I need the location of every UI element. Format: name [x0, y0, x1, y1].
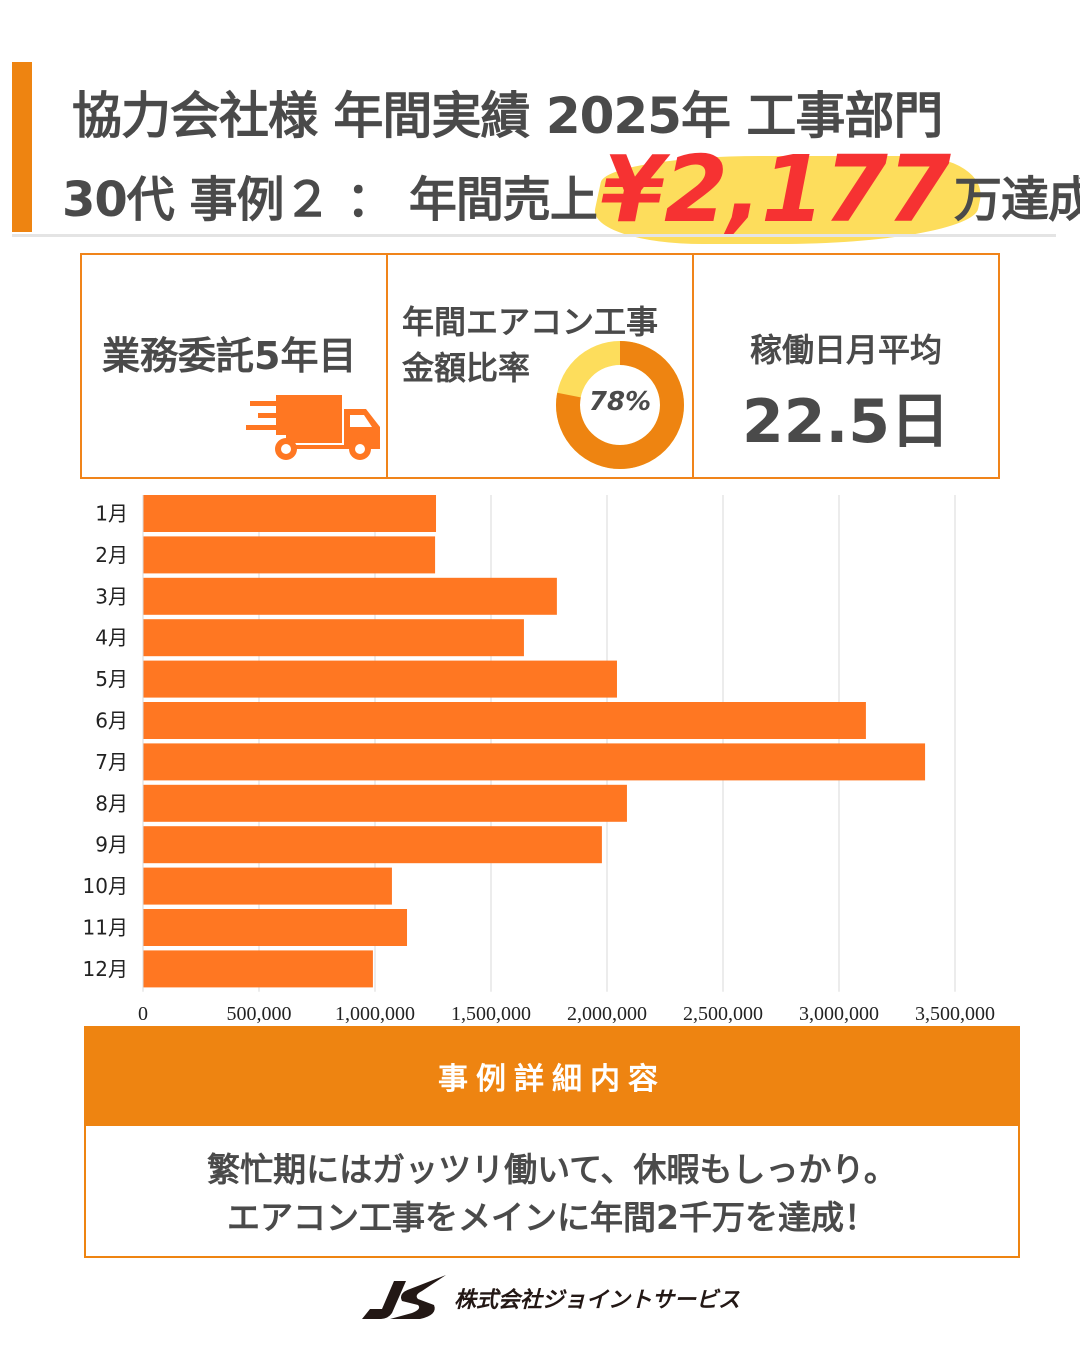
bar-5	[143, 660, 617, 698]
tenure-label: 業務委託5年目	[102, 334, 357, 378]
delivery-truck-icon	[246, 395, 380, 460]
company-name: 株式会社ジョイントサービス	[454, 1288, 741, 1313]
ratio-label-line2: 金額比率	[402, 349, 531, 387]
subtitle-suffix: 万達成	[953, 172, 1080, 228]
bar-2	[143, 536, 436, 574]
card-tenure: 業務委託5年目	[82, 255, 388, 477]
bar-9	[143, 826, 602, 864]
amount-text: ¥2,177	[600, 136, 951, 243]
bar-4	[143, 619, 524, 657]
bar-10	[143, 867, 392, 905]
detail-line2: エアコン工事をメインに年間2千万を達成！	[227, 1198, 877, 1237]
page-title: 協力会社様 年間実績 2025年 工事部門	[72, 87, 943, 145]
monthly-sales-chart: 0 500,000 1,000,000 1,500,000 2,000,000 2,500…	[83, 495, 995, 1025]
subtitle-prefix: 30代 事例２ ： 年間売上	[62, 172, 598, 228]
donut-value-arc	[556, 341, 684, 469]
y-tick-label: 1月	[95, 502, 128, 526]
bar-11	[143, 909, 408, 946]
bar-6	[143, 702, 866, 739]
detail-line1: 繁忙期にはガッツリ働いて、休暇もしっかり。	[207, 1150, 897, 1189]
bar-3	[143, 577, 557, 615]
x-tick-label: 2,000,000	[567, 1003, 647, 1025]
x-tick-label: 1,500,000	[451, 1003, 531, 1025]
card-ratio: 年間エアコン工事 金額比率 78%	[388, 255, 694, 477]
detail-heading: 事例詳細内容	[84, 1026, 1020, 1126]
bar-8	[143, 784, 627, 822]
y-tick-label: 7月	[95, 750, 128, 774]
bar-12	[143, 950, 373, 988]
detail-body: 繁忙期にはガッツリ働いて、休暇もしっかり。 エアコン工事をメインに年間2千万を達…	[84, 1126, 1020, 1258]
x-tick-label: 500,000	[227, 1003, 292, 1025]
y-tick-label: 11月	[83, 916, 128, 940]
workdays-label: 稼働日月平均	[749, 331, 942, 369]
x-tick-label: 0	[138, 1003, 148, 1025]
bar-1	[143, 495, 437, 532]
x-tick-label: 1,000,000	[335, 1003, 415, 1025]
y-tick-label: 10月	[83, 874, 128, 898]
x-tick-label: 3,500,000	[915, 1003, 995, 1025]
y-tick-label: 5月	[95, 667, 128, 691]
divider	[12, 234, 1056, 237]
stats-cards: 業務委託5年目 年間エアコン工事 金額比率 78% 稼働日月平均 22.5日	[80, 253, 1000, 479]
page-subtitle: 30代 事例２ ： 年間売上 ¥2,177 万達成	[62, 144, 1080, 244]
y-tick-label: 6月	[95, 709, 128, 733]
y-tick-label: 3月	[95, 584, 128, 608]
js-logo-icon	[362, 1275, 446, 1319]
y-tick-label: 8月	[95, 791, 128, 815]
x-tick-label: 3,000,000	[799, 1003, 879, 1025]
ratio-donut	[556, 341, 684, 469]
y-tick-label: 4月	[95, 626, 128, 650]
bar-7	[143, 743, 926, 781]
x-tick-label: 2,500,000	[683, 1003, 763, 1025]
company-logo: 株式会社ジョイントサービス	[360, 1275, 740, 1321]
sales-amount: ¥2,177	[587, 144, 990, 244]
ratio-label: 年間エアコン工事 金額比率	[402, 299, 658, 391]
accent-bar	[12, 62, 32, 232]
ratio-label-line1: 年間エアコン工事	[402, 303, 659, 341]
ratio-value: 78%	[588, 387, 652, 417]
y-tick-label: 2月	[95, 543, 128, 567]
card-workdays: 稼働日月平均 22.5日	[694, 255, 998, 477]
y-tick-label: 12月	[83, 957, 128, 981]
y-tick-label: 9月	[95, 833, 128, 857]
workdays-value: 22.5日	[741, 387, 951, 457]
